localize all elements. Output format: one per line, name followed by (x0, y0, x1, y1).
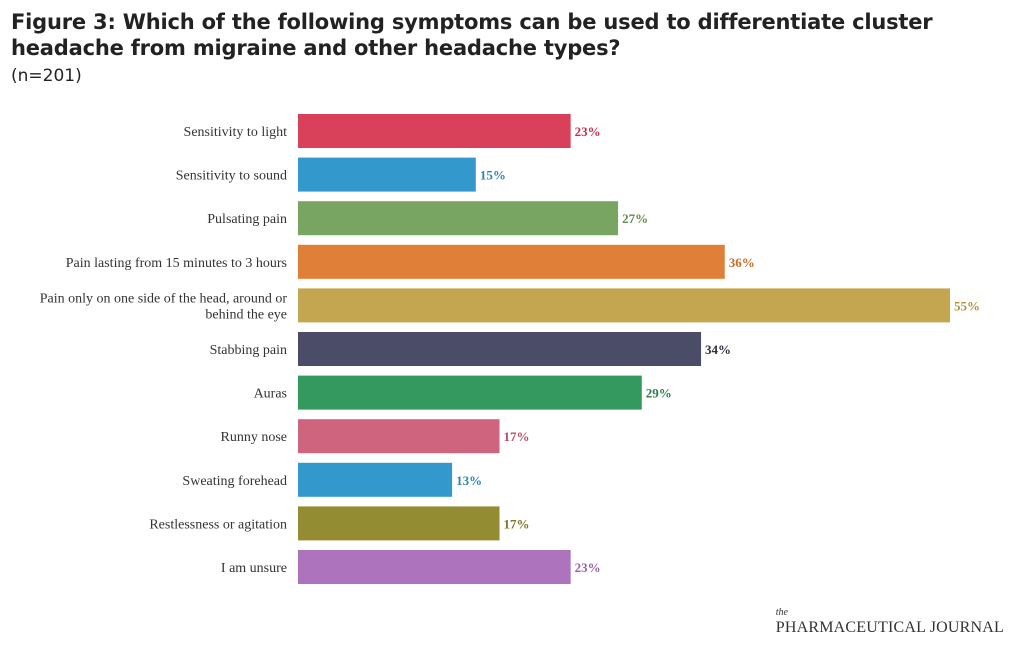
category-label-line: Stabbing pain (210, 343, 287, 358)
category-label-line: Pain lasting from 15 minutes to 3 hours (66, 256, 287, 271)
value-label-1: 23% (575, 124, 601, 139)
category-label-line: behind the eye (205, 307, 287, 322)
category-label-2: Sensitivity to sound (176, 169, 287, 184)
category-label-8: Runny nose (221, 430, 288, 445)
category-label-4: Pain lasting from 15 minutes to 3 hours (66, 256, 287, 271)
value-label-9: 13% (456, 473, 482, 488)
category-label-line: Sweating forehead (182, 474, 287, 489)
publisher-logo: the PHARMACEUTICAL JOURNAL (776, 608, 1004, 638)
category-label-line: Auras (254, 387, 287, 402)
category-label-line: Restlessness or agitation (149, 517, 287, 532)
category-label-line: Sensitivity to sound (176, 169, 287, 184)
value-label-4: 36% (729, 255, 755, 270)
category-label-11: I am unsure (221, 561, 287, 576)
category-label-7: Auras (254, 387, 287, 402)
value-label-5: 55% (954, 298, 980, 313)
chart-subtitle: (n=201) (11, 66, 82, 86)
bar-5 (298, 288, 950, 323)
value-label-8: 17% (504, 429, 530, 444)
logo-prefix: the (775, 607, 788, 618)
value-label-7: 29% (646, 386, 672, 401)
bar-4 (298, 244, 725, 279)
chart-title: Figure 3: Which of the following symptom… (11, 10, 933, 60)
category-label-10: Restlessness or agitation (149, 517, 287, 532)
bar-2 (298, 157, 476, 192)
value-label-10: 17% (504, 516, 530, 531)
bar-8 (298, 419, 500, 454)
value-label-2: 15% (480, 168, 506, 183)
category-label-line: Runny nose (221, 430, 288, 445)
category-label-9: Sweating forehead (182, 474, 287, 489)
bar-3 (298, 201, 619, 236)
logo-name: PHARMACEUTICAL JOURNAL (775, 619, 1004, 636)
category-label-line: Pain only on one side of the head, aroun… (40, 291, 288, 306)
value-label-6: 34% (705, 342, 731, 357)
bar-7 (298, 375, 642, 410)
category-label-5: Pain only on one side of the head, aroun… (40, 291, 288, 322)
value-label-3: 27% (622, 211, 648, 226)
category-label-1: Sensitivity to light (184, 125, 288, 140)
category-label-6: Stabbing pain (210, 343, 287, 358)
category-label-line: Pulsating pain (207, 212, 287, 227)
bar-11 (298, 550, 571, 584)
category-label-line: Sensitivity to light (184, 125, 288, 140)
bar-9 (298, 462, 453, 497)
bar-1 (298, 114, 571, 148)
bar-10 (298, 506, 500, 541)
category-label-3: Pulsating pain (207, 212, 287, 227)
bar-6 (298, 332, 702, 366)
value-label-11: 23% (575, 560, 601, 575)
category-label-line: I am unsure (221, 561, 287, 576)
